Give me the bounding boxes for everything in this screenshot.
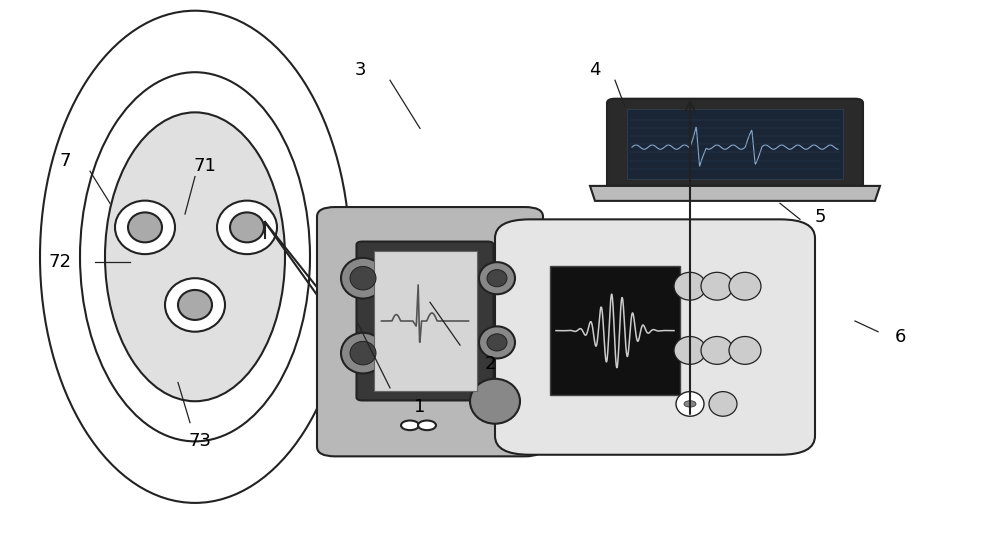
Text: 7: 7: [59, 151, 71, 170]
Bar: [374, 250, 477, 392]
Ellipse shape: [487, 270, 507, 287]
Ellipse shape: [479, 262, 515, 294]
Ellipse shape: [479, 326, 515, 358]
Text: 2: 2: [484, 355, 496, 373]
Ellipse shape: [701, 337, 733, 364]
Ellipse shape: [230, 212, 264, 242]
Ellipse shape: [470, 379, 520, 424]
Ellipse shape: [709, 392, 737, 416]
FancyBboxPatch shape: [607, 99, 863, 190]
Text: 3: 3: [354, 60, 366, 79]
Text: 4: 4: [589, 60, 601, 79]
Text: 71: 71: [194, 157, 216, 175]
Circle shape: [401, 421, 419, 430]
Ellipse shape: [105, 112, 285, 401]
Bar: [627, 110, 843, 180]
Ellipse shape: [165, 278, 225, 332]
Ellipse shape: [341, 333, 385, 373]
FancyBboxPatch shape: [495, 219, 815, 455]
FancyBboxPatch shape: [356, 242, 494, 400]
Ellipse shape: [674, 337, 706, 364]
Text: 1: 1: [414, 398, 426, 416]
Ellipse shape: [674, 272, 706, 300]
Ellipse shape: [128, 212, 162, 242]
Ellipse shape: [40, 11, 350, 503]
Polygon shape: [590, 186, 880, 201]
Ellipse shape: [115, 201, 175, 254]
Ellipse shape: [341, 258, 385, 299]
Ellipse shape: [487, 334, 507, 351]
FancyBboxPatch shape: [317, 207, 543, 456]
Text: 72: 72: [48, 253, 72, 271]
Text: 5: 5: [814, 208, 826, 226]
Ellipse shape: [701, 272, 733, 300]
Ellipse shape: [80, 72, 310, 441]
Ellipse shape: [729, 337, 761, 364]
Ellipse shape: [350, 341, 376, 365]
Ellipse shape: [178, 290, 212, 320]
Ellipse shape: [729, 272, 761, 300]
Bar: [550, 266, 680, 395]
Text: 73: 73: [188, 432, 212, 450]
Circle shape: [684, 401, 696, 407]
Ellipse shape: [217, 201, 277, 254]
Ellipse shape: [350, 266, 376, 290]
Text: 6: 6: [894, 328, 906, 346]
Circle shape: [418, 421, 436, 430]
Ellipse shape: [676, 392, 704, 416]
